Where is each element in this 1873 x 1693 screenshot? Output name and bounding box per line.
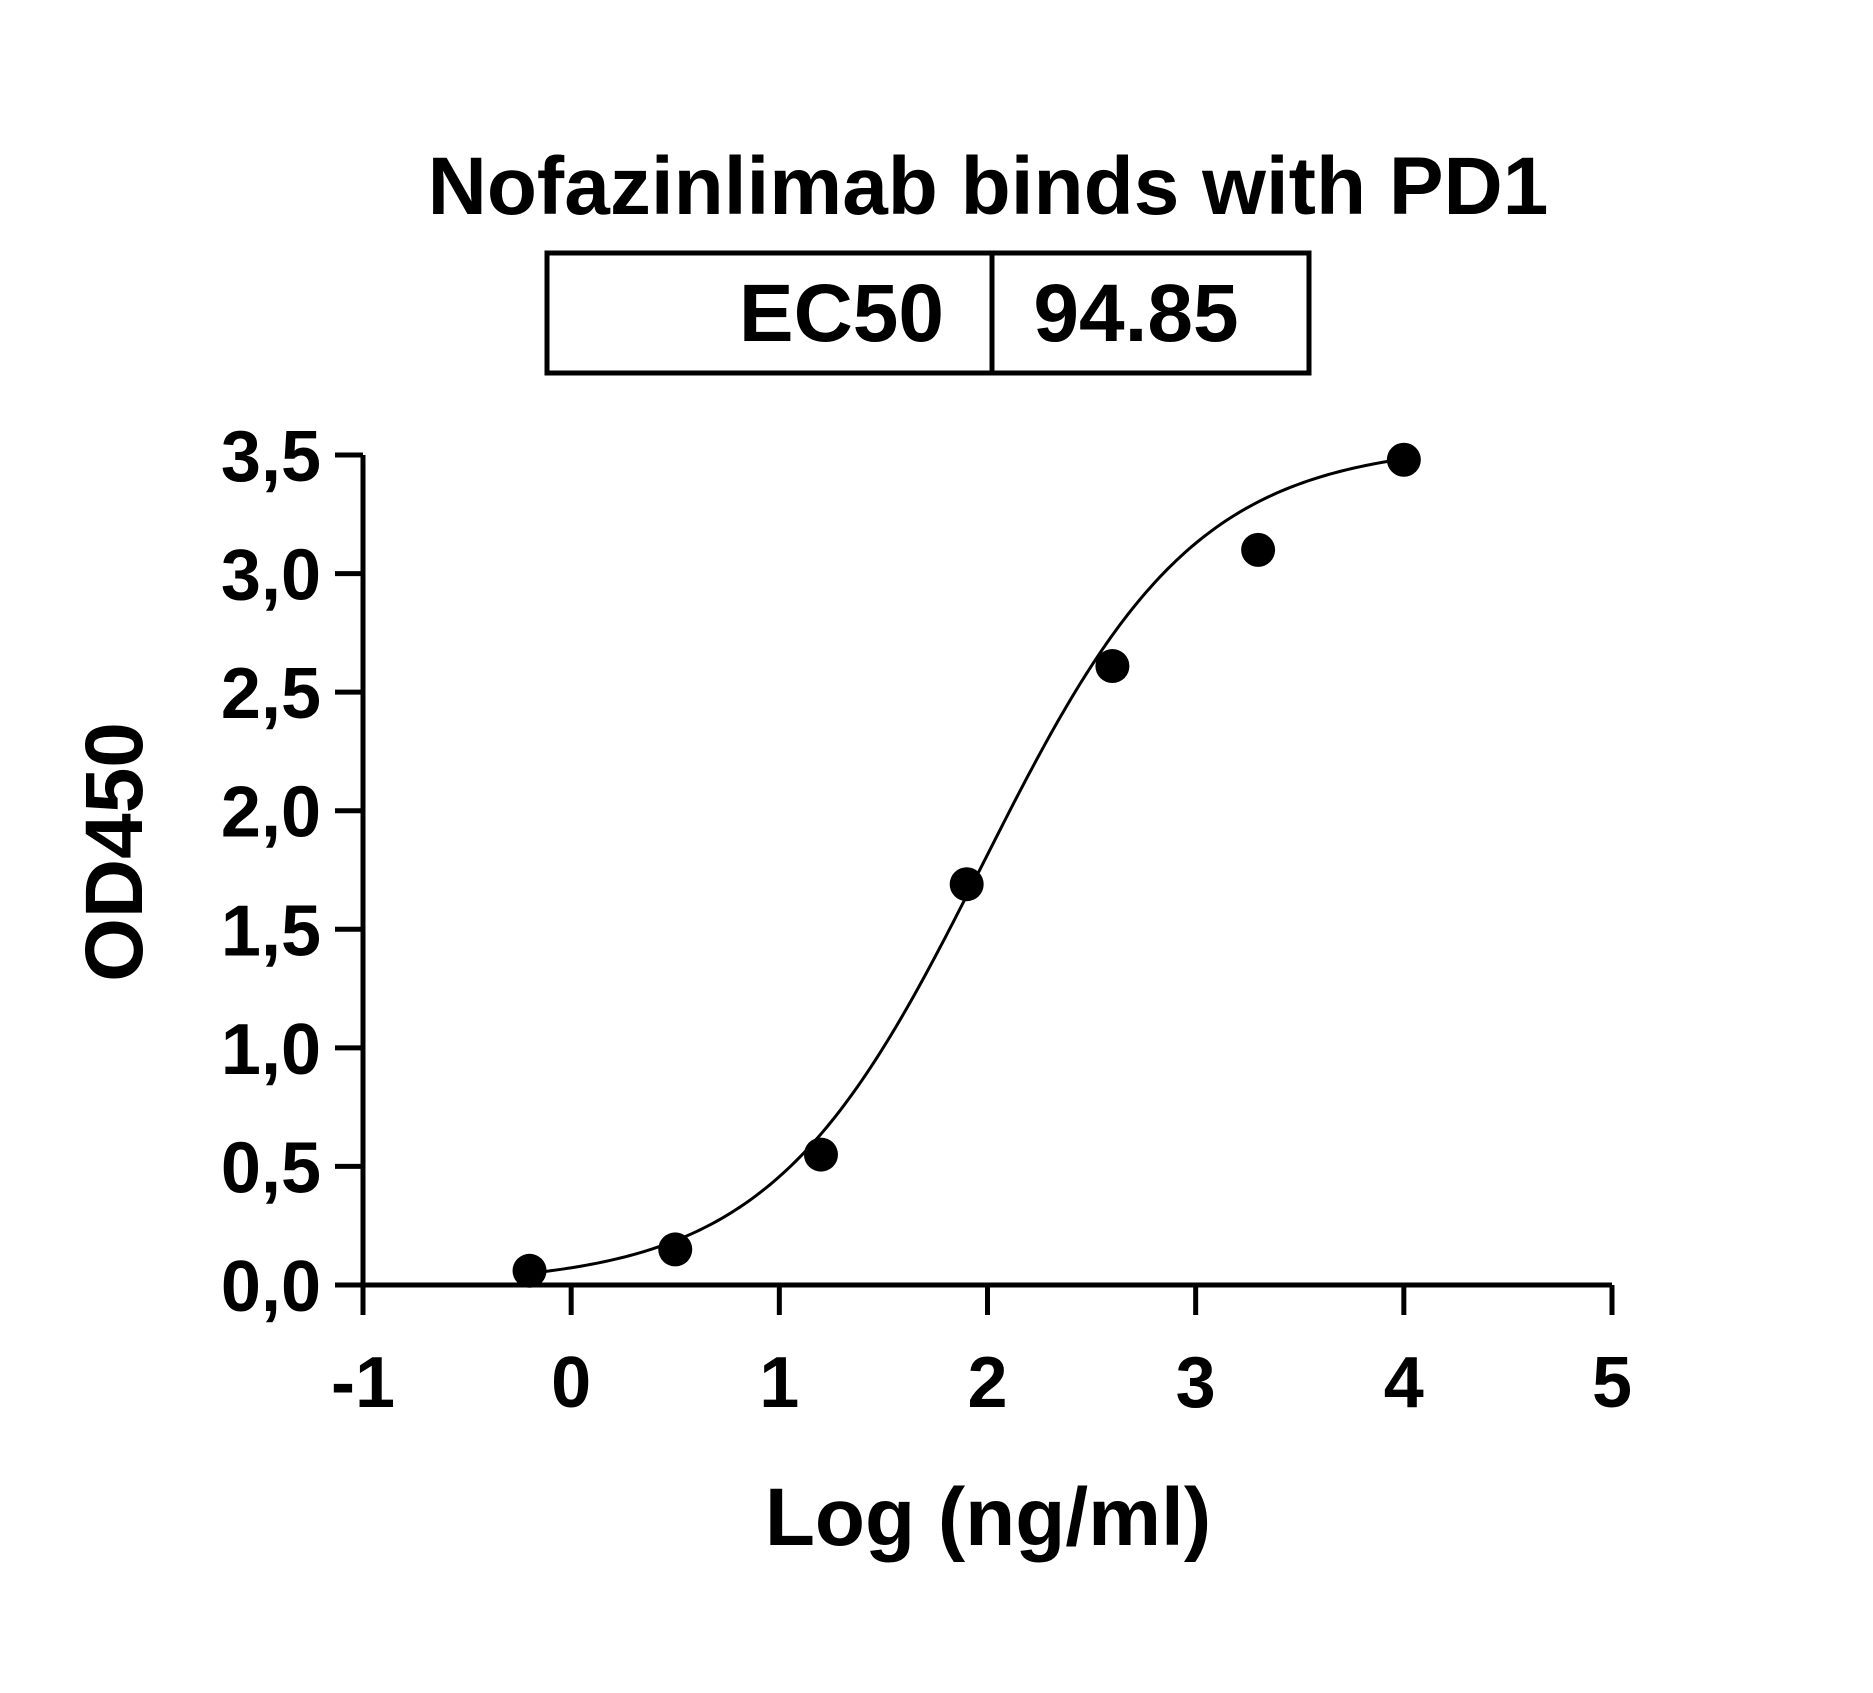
y-ticks: 0,0 0,5 1,0 1,5 2,0 2,5 3,0 3,5 bbox=[221, 417, 363, 1327]
x-tick-label: -1 bbox=[331, 1343, 395, 1423]
y-tick-label: 1,0 bbox=[221, 1010, 321, 1090]
x-tick-label: 4 bbox=[1384, 1343, 1424, 1423]
data-point bbox=[1095, 649, 1130, 684]
x-ticks: -1 0 1 2 3 4 5 bbox=[331, 1285, 1632, 1423]
y-tick-label: 3,5 bbox=[221, 417, 321, 497]
data-point bbox=[803, 1137, 838, 1172]
x-tick-label: 1 bbox=[759, 1343, 799, 1423]
x-tick-label: 0 bbox=[551, 1343, 591, 1423]
ec50-table: EC50 94.85 bbox=[544, 250, 1312, 376]
ec50-table-border bbox=[544, 250, 1312, 376]
data-point bbox=[512, 1253, 547, 1288]
y-tick-label: 2,0 bbox=[221, 773, 321, 853]
data-point bbox=[658, 1232, 693, 1267]
ec50-value: 94.85 bbox=[1033, 268, 1238, 359]
x-axis-title: Log (ng/ml) bbox=[765, 1472, 1211, 1563]
y-tick-label: 2,5 bbox=[221, 654, 321, 734]
data-point bbox=[949, 867, 984, 902]
y-tick-label: 0,5 bbox=[221, 1128, 321, 1208]
x-tick-label: 5 bbox=[1592, 1343, 1632, 1423]
fit-curve bbox=[529, 457, 1405, 1275]
x-tick-label: 2 bbox=[967, 1343, 1007, 1423]
data-points bbox=[512, 442, 1421, 1288]
y-tick-label: 3,0 bbox=[221, 536, 321, 616]
x-tick-label: 3 bbox=[1176, 1343, 1216, 1423]
ec50-label: EC50 bbox=[739, 268, 944, 359]
y-tick-label: 0,0 bbox=[221, 1247, 321, 1327]
data-point bbox=[1241, 532, 1276, 567]
y-tick-label: 1,5 bbox=[221, 891, 321, 971]
chart-title: Nofazinlimab binds with PD1 bbox=[428, 141, 1549, 232]
y-axis-title: OD450 bbox=[69, 722, 160, 982]
data-point bbox=[1386, 442, 1421, 477]
